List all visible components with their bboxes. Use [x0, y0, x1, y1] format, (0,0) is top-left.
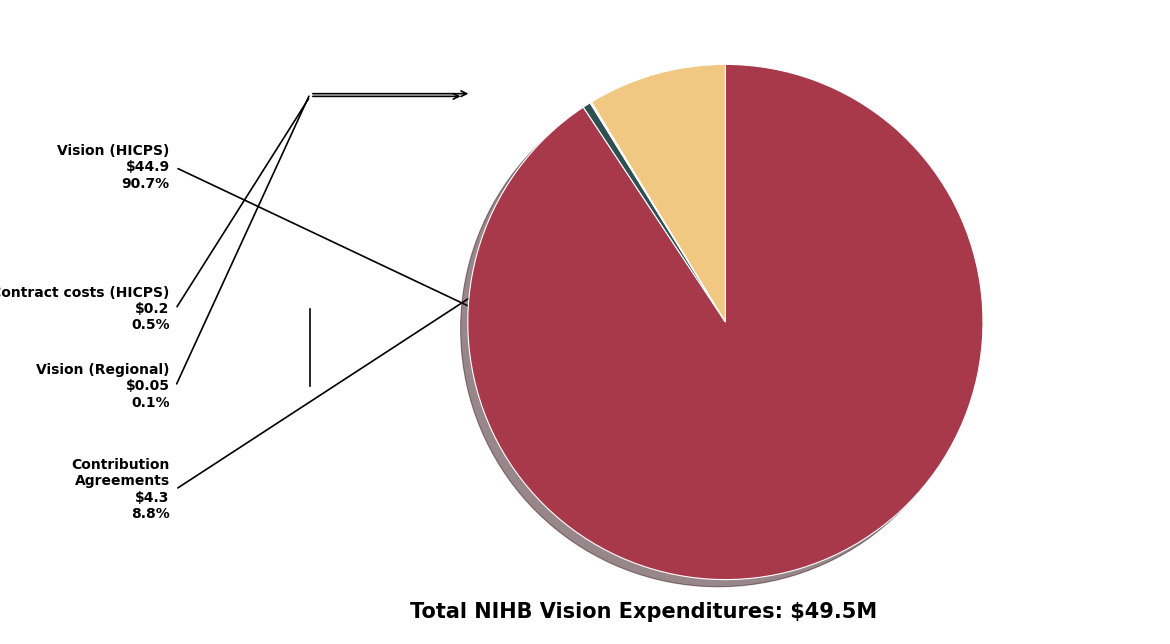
Text: Contract costs (HICPS)
$0.2
0.5%: Contract costs (HICPS) $0.2 0.5%: [0, 286, 170, 332]
Text: Total NIHB Vision Expenditures: $49.5M: Total NIHB Vision Expenditures: $49.5M: [410, 601, 878, 622]
Wedge shape: [592, 64, 725, 322]
Wedge shape: [584, 103, 725, 322]
Wedge shape: [590, 102, 725, 322]
Text: Vision (Regional)
$0.05
0.1%: Vision (Regional) $0.05 0.1%: [36, 363, 170, 410]
Text: Contribution
Agreements
$4.3
8.8%: Contribution Agreements $4.3 8.8%: [71, 458, 170, 521]
Text: Vision (HICPS)
$44.9
90.7%: Vision (HICPS) $44.9 90.7%: [57, 144, 170, 191]
Wedge shape: [468, 64, 983, 580]
